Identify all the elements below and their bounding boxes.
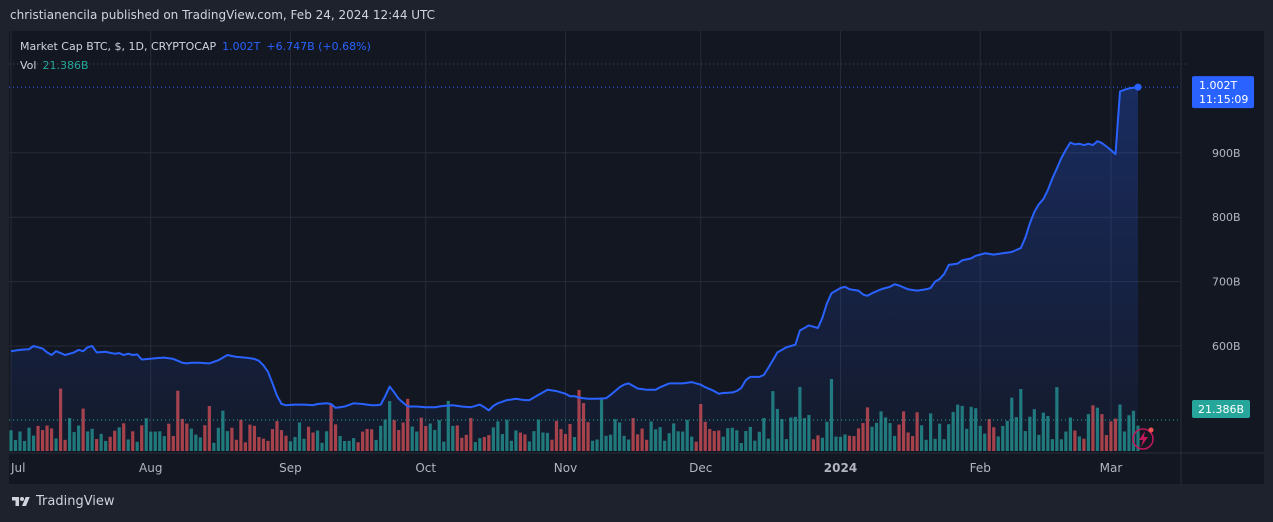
x-tick-label: Sep <box>279 461 302 475</box>
price-area-fill <box>11 87 1138 451</box>
chart-panel[interactable]: 600B 700B 800B 900B Jul Aug Sep Oct Nov Dec 2024 Fe… <box>9 31 1264 484</box>
volume-badge <box>1192 400 1250 418</box>
y-tick-label: 700B <box>1212 276 1241 289</box>
x-tick-label: Aug <box>139 461 162 475</box>
legend-vol-label: Vol <box>20 59 37 72</box>
lightning-icon-bolt <box>1139 431 1148 447</box>
chart-legend: Market Cap BTC, $, 1D, CRYPTOCAP 1.002T +6… <box>20 39 371 77</box>
x-tick-label: 2024 <box>824 461 857 475</box>
legend-symbol: Market Cap BTC, $, 1D, CRYPTOCAP <box>20 40 217 53</box>
y-tick-label: 900B <box>1212 147 1241 160</box>
lightning-icon <box>1132 427 1154 450</box>
last-price-badge-value: 1.002T <box>1199 79 1237 92</box>
axes: 600B 700B 800B 900B Jul Aug Sep Oct Nov Dec 2024 Fe… <box>9 31 1264 484</box>
y-tick-label: 800B <box>1212 211 1241 224</box>
x-tick-label: Oct <box>415 461 436 475</box>
price-area <box>11 87 1138 451</box>
x-tick-label: Mar <box>1100 461 1123 475</box>
price-line <box>9 83 1181 421</box>
y-tick-label: 600B <box>1212 340 1241 353</box>
last-price-badge-countdown: 11:15:09 <box>1199 93 1248 106</box>
x-tick-label: Jul <box>10 461 25 475</box>
last-price-dot <box>1134 83 1142 91</box>
tradingview-logo-icon <box>12 496 30 506</box>
last-price-badge <box>1192 76 1254 109</box>
volume-badge-value: 21.386B <box>1198 403 1244 416</box>
published-info: christianencila published on TradingView… <box>10 8 436 22</box>
price-line-path <box>10 86 1139 412</box>
legend-vol-value: 21.386B <box>42 59 89 72</box>
footer-brand: TradingView <box>36 494 115 509</box>
lightning-icon-dot <box>1148 427 1154 433</box>
legend-last-value: 1.002T <box>222 40 261 53</box>
x-tick-label: Dec <box>689 461 712 475</box>
price-chart[interactable]: 600B 700B 800B 900B Jul Aug Sep Oct Nov Dec 2024 Fe… <box>9 31 1264 484</box>
legend-change: +6.747B (+0.68%) <box>266 40 371 53</box>
lightning-icon-ring <box>1132 428 1154 450</box>
x-tick-label: Feb <box>970 461 991 475</box>
legend-volume-row: Vol 21.386B <box>20 58 371 77</box>
legend-symbol-row: Market Cap BTC, $, 1D, CRYPTOCAP 1.002T +6… <box>20 39 371 58</box>
x-tick-label: Nov <box>554 461 577 475</box>
tradingview-footer[interactable]: TradingView <box>11 494 115 509</box>
